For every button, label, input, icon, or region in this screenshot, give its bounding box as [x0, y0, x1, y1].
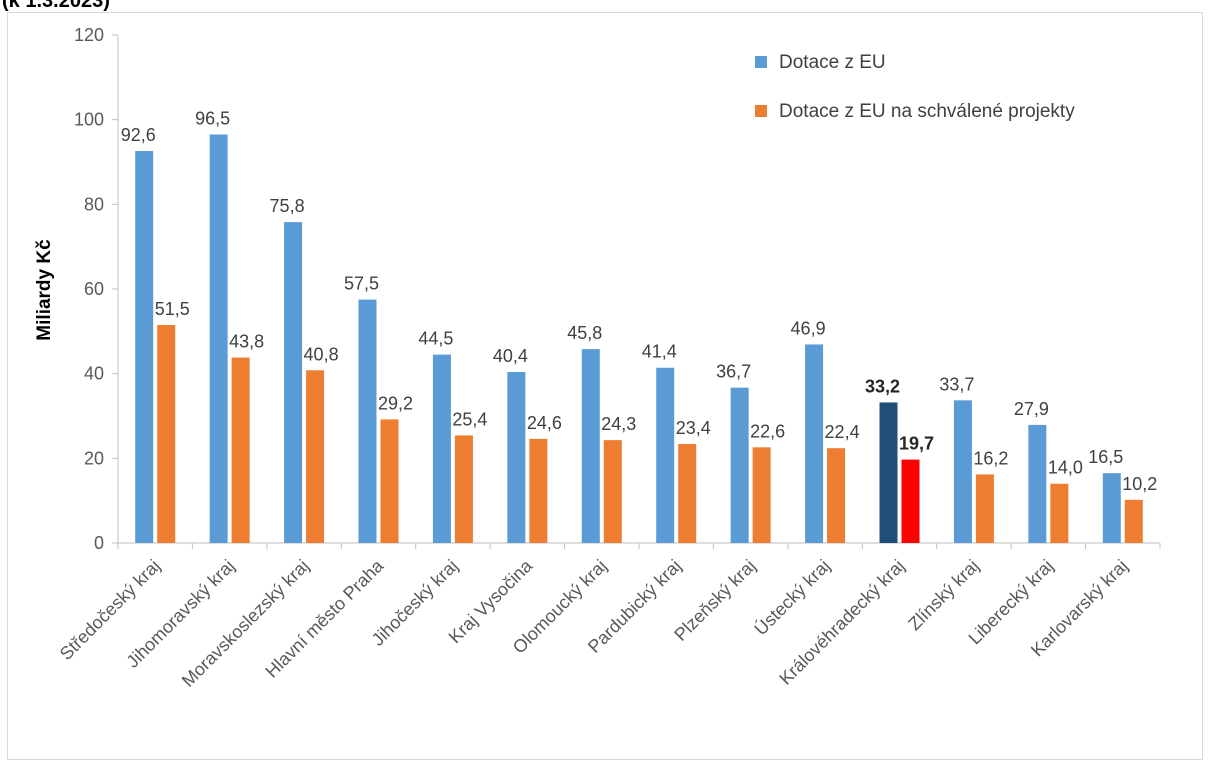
bar-dotace-z-eu	[730, 387, 749, 543]
data-label: 44,5	[418, 329, 453, 349]
data-label: 57,5	[344, 274, 379, 294]
bar-dotace-z-eu	[284, 222, 303, 543]
y-tick-label: 0	[94, 533, 104, 553]
bar-dotace-z-eu	[1102, 473, 1121, 543]
bar-dotace-schvalene	[975, 474, 994, 543]
data-label: 19,7	[899, 434, 934, 454]
bar-dotace-schvalene	[1124, 499, 1143, 543]
data-label: 14,0	[1048, 458, 1083, 478]
bars	[135, 134, 1143, 543]
data-label: 22,6	[750, 421, 785, 441]
legend: Dotace z EU Dotace z EU na schválené proj…	[755, 52, 1075, 122]
category-label: Královéhradecký kraj	[775, 556, 908, 689]
data-label: 27,9	[1014, 399, 1049, 419]
data-label: 24,3	[601, 414, 636, 434]
data-label: 40,8	[304, 344, 339, 364]
data-label: 10,2	[1122, 474, 1157, 494]
bar-dotace-schvalene	[231, 357, 250, 543]
legend-swatch	[755, 56, 767, 68]
bar-dotace-schvalene	[678, 443, 697, 543]
bar-dotace-schvalene	[306, 370, 325, 543]
bar-dotace-z-eu	[805, 344, 824, 543]
bar-dotace-z-eu	[953, 400, 972, 543]
data-label: 23,4	[676, 418, 711, 438]
legend-label: Dotace z EU	[779, 52, 886, 73]
bar-dotace-schvalene	[529, 438, 548, 543]
y-tick-label: 100	[74, 110, 104, 130]
data-label: 24,6	[527, 413, 562, 433]
bar-dotace-z-eu	[1028, 424, 1047, 543]
y-axis-label: Miliardy Kč	[34, 239, 55, 341]
x-axis	[117, 542, 1161, 549]
data-label: 16,5	[1088, 447, 1123, 467]
bar-dotace-z-eu	[432, 354, 451, 543]
y-tick-label: 40	[84, 364, 104, 384]
data-label: 75,8	[270, 196, 305, 216]
data-label: 33,2	[865, 376, 900, 396]
category-label: Zlínský kraj	[904, 556, 982, 634]
data-label: 45,8	[567, 323, 602, 343]
data-label: 25,4	[452, 409, 487, 429]
legend-swatch	[755, 105, 767, 117]
bar-dotace-z-eu	[656, 367, 675, 543]
data-label: 46,9	[791, 318, 826, 338]
category-label: Ústecký kraj	[750, 555, 834, 639]
bar-dotace-schvalene	[454, 435, 473, 543]
data-label: 92,6	[121, 125, 156, 145]
bar-dotace-schvalene	[603, 440, 622, 543]
data-label: 33,7	[939, 374, 974, 394]
bar-dotace-z-eu	[135, 150, 154, 543]
bar-dotace-z-eu	[581, 349, 600, 543]
y-tick-label: 20	[84, 448, 104, 468]
bar-dotace-schvalene	[901, 459, 920, 543]
data-label: 40,4	[493, 346, 528, 366]
data-label: 43,8	[229, 332, 264, 352]
y-tick-label: 60	[84, 279, 104, 299]
category-label: Moravskoslezský kraj	[178, 556, 313, 691]
data-label: 51,5	[155, 299, 190, 319]
bar-dotace-z-eu	[209, 134, 228, 543]
bar-dotace-schvalene	[752, 447, 771, 543]
legend-label: Dotace z EU na schválené projekty	[779, 101, 1075, 122]
chart-title-cut: (k 1.3.2023)	[2, 0, 110, 12]
bar-dotace-z-eu	[879, 402, 898, 543]
bar-dotace-z-eu	[507, 371, 526, 543]
data-label: 29,2	[378, 393, 413, 413]
data-label: 36,7	[716, 362, 751, 382]
data-label: 16,2	[973, 448, 1008, 468]
bar-dotace-schvalene	[380, 419, 399, 543]
data-label: 96,5	[195, 108, 230, 128]
data-label: 22,4	[825, 422, 860, 442]
data-label: 41,4	[642, 342, 677, 362]
data-labels: 92,6 51,5 96,5 43,8 75,8 40,8 57,5 29,2 44,5 25,4…	[121, 108, 1158, 493]
bar-dotace-schvalene	[157, 324, 176, 543]
y-tick-label: 120	[74, 25, 104, 45]
y-axis: 0 20 40 60 80 100 120	[74, 25, 119, 553]
bar-dotace-z-eu	[358, 299, 377, 543]
y-tick-label: 80	[84, 194, 104, 214]
chart-frame	[7, 12, 1203, 760]
bar-dotace-schvalene	[827, 448, 846, 543]
bar-dotace-schvalene	[1050, 483, 1069, 543]
